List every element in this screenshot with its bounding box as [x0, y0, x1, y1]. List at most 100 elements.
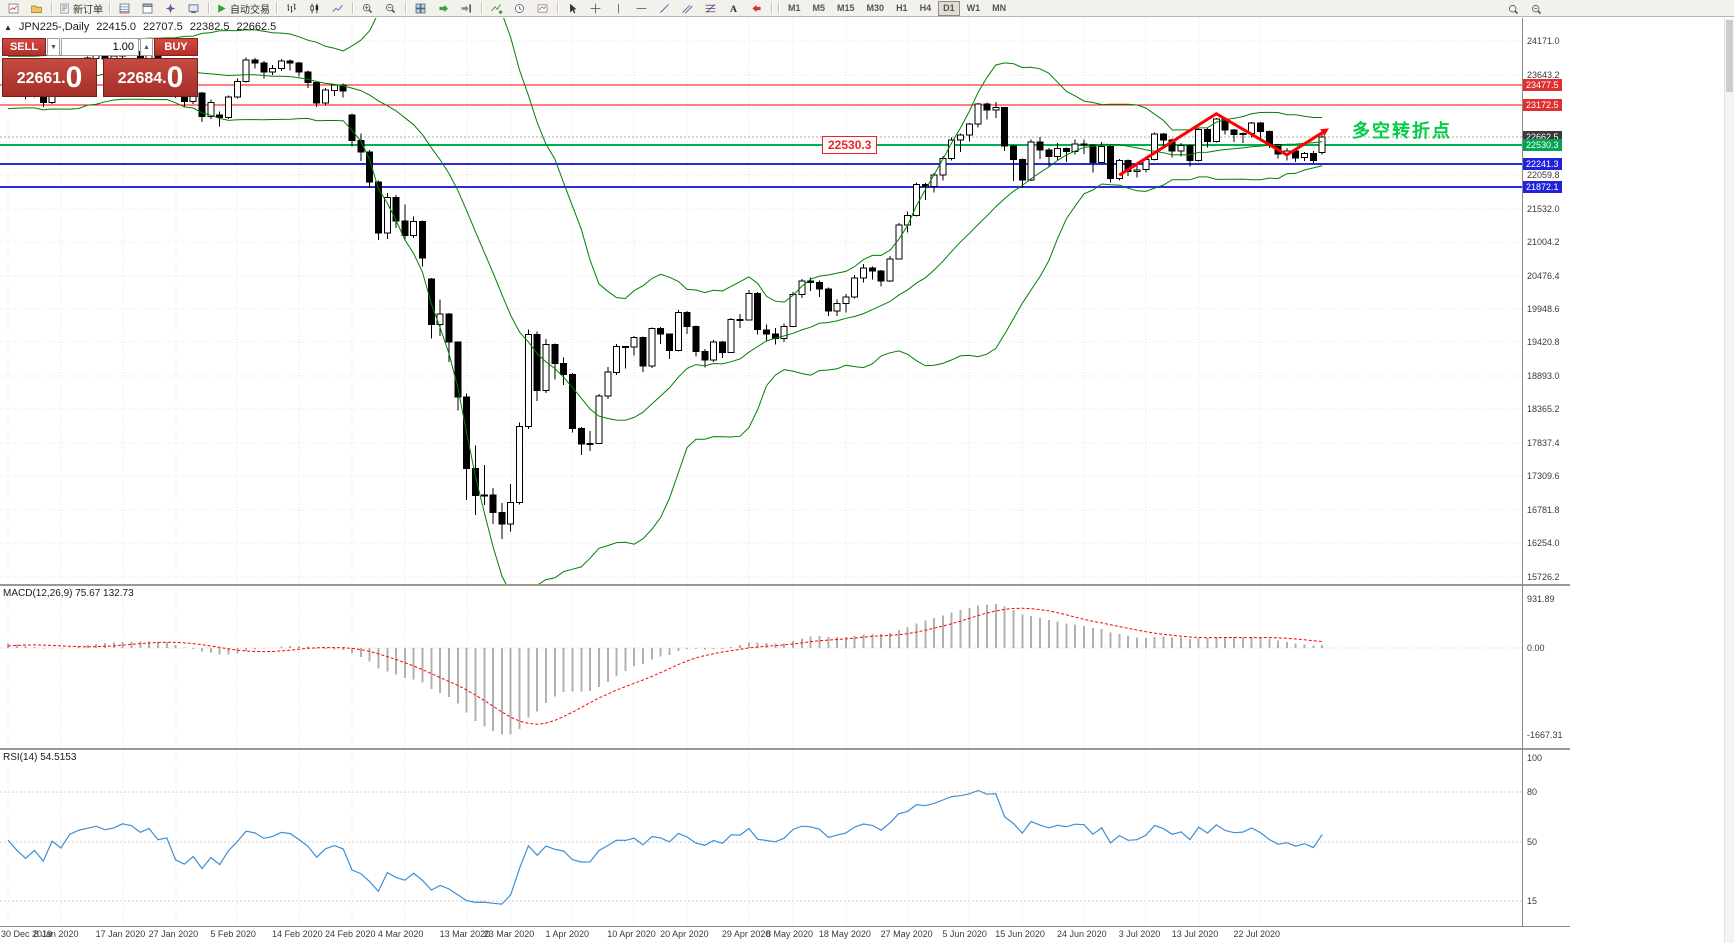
toolbar-autotrading-button[interactable]: 自动交易	[212, 0, 273, 17]
rsi-axis-label: 80	[1527, 786, 1538, 797]
toolbar-trendline-button[interactable]	[653, 0, 676, 17]
new-order-label: 新订单	[73, 4, 103, 16]
toolbar-periods-button[interactable]	[508, 0, 531, 17]
buy-price-pip: 0	[166, 61, 184, 94]
hline-price-tag[interactable]: 21872.1	[1523, 181, 1562, 194]
price-grid-label: 23643.2	[1527, 69, 1560, 80]
timeframe-d1-button[interactable]: D1	[938, 0, 960, 16]
scrollbar-thumb[interactable]	[1726, 20, 1733, 92]
toolbar-indicators-button[interactable]	[485, 0, 508, 17]
timeframe-m1-button[interactable]: M1	[788, 2, 801, 13]
price-grid-label: 17309.6	[1527, 471, 1560, 482]
sell-price-display[interactable]: 22661. 0	[2, 58, 97, 97]
hline-price-tag[interactable]: 22241.3	[1523, 157, 1562, 170]
date-label: 15 Jun 2020	[995, 929, 1045, 939]
date-label: 4 Mar 2020	[377, 929, 424, 939]
panel-splitter-rsi[interactable]	[0, 748, 1570, 750]
toolbar-magnifier-2-button[interactable]	[1525, 1, 1548, 18]
toolbar-tile-windows-button[interactable]	[409, 0, 432, 17]
toolbar-right-group	[1502, 1, 1548, 18]
toolbar-separator	[109, 2, 110, 14]
data-window-icon	[142, 3, 153, 13]
toolbar-new-order-button[interactable]: 新订单	[55, 0, 106, 17]
toolbar-equidistant-channel-button[interactable]	[676, 0, 699, 17]
toolbar-data-window-button[interactable]	[136, 0, 159, 17]
toolbar-bar-chart-button[interactable]	[280, 0, 303, 17]
price-grid-label: 21004.2	[1527, 237, 1560, 248]
rsi-panel[interactable]	[0, 750, 1522, 926]
candles-layer	[4, 44, 1326, 540]
toolbar-separator	[276, 2, 277, 14]
date-label: 27 May 2020	[880, 929, 933, 939]
timeframe-h1-button[interactable]: H1	[896, 2, 908, 13]
panel-splitter-macd[interactable]	[0, 584, 1570, 586]
fibonacci-icon	[705, 3, 716, 13]
toolbar-zoom-out-button[interactable]	[379, 0, 402, 17]
toolbar-crosshair-button[interactable]	[584, 0, 607, 17]
toolbar-vertical-line-button[interactable]	[607, 0, 630, 17]
toolbar-separator	[208, 2, 209, 14]
price-grid-label: 18365.2	[1527, 404, 1560, 415]
vertical-scrollbar[interactable]	[1724, 18, 1734, 943]
timeframe-m15-button[interactable]: M15	[837, 2, 855, 13]
timeframe-bar: M1 M5 M15 M30 H1 H4 D1 W1 MN	[782, 0, 1012, 16]
toolbar-zoom-in-button[interactable]	[356, 0, 379, 17]
hline-price-tag[interactable]: 23477.5	[1523, 79, 1562, 92]
candlestick-chart-icon	[310, 3, 319, 13]
price-grid-label: 16254.0	[1527, 538, 1560, 549]
trend-annotation[interactable]	[1118, 111, 1329, 177]
toolbar-market-watch-button[interactable]	[113, 0, 136, 17]
macd-panel[interactable]	[0, 586, 1522, 748]
new-order-icon	[60, 3, 69, 13]
buy-price-display[interactable]: 22684. 0	[103, 58, 198, 97]
toolbar-templates-button[interactable]	[531, 0, 554, 17]
toolbar-navigator-button[interactable]	[159, 0, 182, 17]
price-grid-label: 17837.4	[1527, 437, 1560, 448]
volume-decrease-button[interactable]: ▼	[47, 38, 60, 56]
timeframe-m5-button[interactable]: M5	[812, 2, 826, 13]
price-grid-label: 15726.2	[1527, 571, 1560, 582]
horizontal-line-icon	[636, 7, 647, 9]
trend-arrowhead	[1320, 128, 1329, 137]
buy-button[interactable]: BUY	[154, 38, 198, 56]
toolbar-new-chart-button[interactable]	[2, 0, 25, 17]
toolbar-terminal-button[interactable]	[182, 0, 205, 17]
timeframe-m30-button[interactable]: M30	[866, 2, 885, 13]
annotation-note-text[interactable]: 多空转折点	[1352, 121, 1452, 142]
date-label: 24 Feb 2020	[324, 929, 376, 939]
toolbar-chart-shift-button[interactable]	[455, 0, 478, 17]
volume-increase-button[interactable]: ▲	[140, 38, 153, 56]
main-price-chart[interactable]	[0, 18, 1522, 584]
periods-icon	[515, 3, 524, 13]
date-label: 22 Jul 2020	[1233, 929, 1280, 939]
rsi-levels	[0, 791, 1522, 902]
toolbar-magnifier-1-button[interactable]	[1502, 1, 1525, 18]
price-level-label[interactable]: 22530.3	[822, 136, 878, 155]
toolbar-text-button[interactable]: A	[722, 0, 745, 17]
toolbar-candlestick-chart-button[interactable]	[303, 0, 326, 17]
toolbar-fibonacci-button[interactable]	[699, 0, 722, 17]
ohlc-high: 22707.5	[143, 21, 183, 33]
rsi-line	[7, 789, 1323, 905]
timeframe-w1-button[interactable]: W1	[966, 2, 981, 13]
one-click-trading-panel: SELL ▼ ▲ BUY 22661.0 22684.0	[2, 38, 199, 97]
macd-name: MACD(12,26,9)	[3, 588, 73, 599]
toolbar-arrows-button[interactable]	[745, 0, 768, 17]
macd-histogram	[7, 603, 1324, 735]
magnifier-1-icon	[1509, 5, 1519, 15]
toolbar-horizontal-line-button[interactable]	[630, 0, 653, 17]
sell-button[interactable]: SELL	[2, 38, 46, 56]
date-label: 14 Feb 2020	[272, 929, 323, 939]
date-label: 18 May 2020	[818, 929, 871, 939]
date-label: 23 Mar 2020	[483, 929, 535, 939]
timeframe-mn-button[interactable]: MN	[992, 2, 1007, 13]
volume-input[interactable]	[61, 38, 139, 56]
toolbar-auto-scroll-button[interactable]	[432, 0, 455, 17]
hline-price-tag[interactable]: 23172.5	[1523, 98, 1562, 111]
toolbar-profiles-button[interactable]	[25, 0, 48, 17]
timeframe-h4-button[interactable]: H4	[919, 2, 932, 13]
hline-price-tag[interactable]: 22530.3	[1523, 139, 1562, 152]
toolbar-cursor-button[interactable]	[561, 0, 584, 17]
toolbar-line-chart-button[interactable]	[326, 0, 349, 17]
terminal-icon	[188, 3, 199, 13]
